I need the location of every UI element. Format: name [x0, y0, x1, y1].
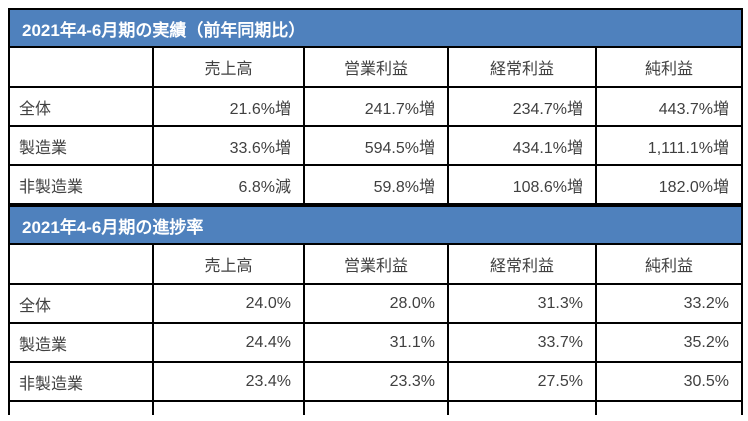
section-title: 2021年4-6月期の進捗率 [8, 205, 743, 245]
cell-value: 31.1% [303, 322, 449, 363]
cell-value: 241.7%増 [303, 86, 449, 127]
section-title-row: 2021年4-6月期の進捗率 [8, 205, 743, 245]
column-header-row: 売上高 営業利益 経常利益 純利益 [8, 243, 743, 285]
column-header-net-profit: 純利益 [594, 46, 744, 88]
cell-value: 23.4% [152, 361, 305, 402]
column-header-blank [8, 46, 154, 88]
cell-value: 1,111.1%増 [594, 125, 744, 166]
cell-value: 33.6%増 [152, 125, 305, 166]
cell-value: 24.4% [152, 322, 305, 363]
column-header-sales: 売上高 [152, 243, 305, 285]
cell-value: 33.2% [595, 283, 743, 324]
table-row: 製造業 24.4% 31.1% 33.7% 35.2% [8, 322, 743, 363]
row-label: 製造業 [8, 322, 154, 363]
results-table: 2021年4-6月期の実績（前年同期比） 売上高 営業利益 経常利益 純利益 全… [7, 8, 744, 205]
column-header-net-profit: 純利益 [595, 243, 743, 285]
row-label: 非製造業 [8, 361, 154, 402]
column-header-ordinary-profit: 経常利益 [447, 243, 597, 285]
cell-value: 108.6%増 [447, 164, 597, 205]
cell-value: 434.1%増 [447, 125, 597, 166]
column-header-blank [8, 243, 154, 285]
column-header-row: 売上高 営業利益 経常利益 純利益 [8, 46, 744, 88]
row-label: 非製造業 [8, 164, 154, 205]
cell-value: 35.2% [595, 322, 743, 363]
row-label: 全体 [8, 283, 154, 324]
table-row: 製造業 33.6%増 594.5%増 434.1%増 1,111.1%増 [8, 125, 744, 166]
table-row: 全体 21.6%増 241.7%増 234.7%増 443.7%増 [8, 86, 744, 127]
cell-value: 6.8%減 [152, 164, 305, 205]
cell-value: 31.3% [447, 283, 597, 324]
section-title-row: 2021年4-6月期の実績（前年同期比） [7, 8, 744, 48]
cell-value: 23.3% [303, 361, 449, 402]
cell-value: 21.6%増 [152, 86, 305, 127]
cell-value: 28.0% [303, 283, 449, 324]
cropped-next-row [8, 400, 743, 415]
column-header-sales: 売上高 [152, 46, 305, 88]
progress-table: 2021年4-6月期の進捗率 売上高 営業利益 経常利益 純利益 全体 24.0… [8, 205, 743, 415]
section-title: 2021年4-6月期の実績（前年同期比） [7, 8, 744, 48]
row-label: 全体 [8, 86, 154, 127]
table-row: 非製造業 6.8%減 59.8%増 108.6%増 182.0%増 [8, 164, 744, 205]
cell-value: 443.7%増 [594, 86, 744, 127]
column-header-operating-profit: 営業利益 [303, 243, 449, 285]
table-row: 非製造業 23.4% 23.3% 27.5% 30.5% [8, 361, 743, 402]
table-row: 全体 24.0% 28.0% 31.3% 33.2% [8, 283, 743, 324]
cell-value: 24.0% [152, 283, 305, 324]
row-label: 製造業 [8, 125, 154, 166]
cell-value: 27.5% [447, 361, 597, 402]
cell-value: 234.7%増 [447, 86, 597, 127]
cell-value: 182.0%増 [594, 164, 744, 205]
cell-value: 59.8%増 [303, 164, 449, 205]
column-header-operating-profit: 営業利益 [303, 46, 449, 88]
cell-value: 30.5% [595, 361, 743, 402]
cell-value: 594.5%増 [303, 125, 449, 166]
column-header-ordinary-profit: 経常利益 [447, 46, 597, 88]
cell-value: 33.7% [447, 322, 597, 363]
